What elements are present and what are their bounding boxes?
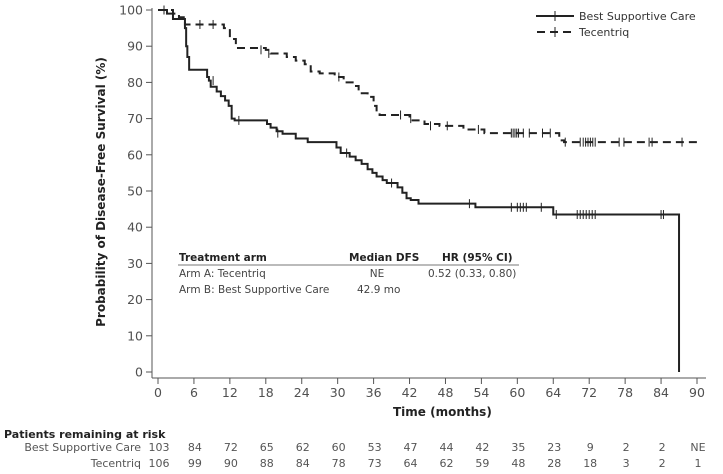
y-tick-label: 100 xyxy=(119,3,143,18)
x-tick-label: 12 xyxy=(222,385,238,400)
y-tick-label: 70 xyxy=(127,111,143,126)
risk-value-tecentriq: 78 xyxy=(332,457,346,470)
legend-label-tecentriq: Tecentriq xyxy=(578,26,629,39)
y-tick-label: 10 xyxy=(127,328,143,343)
summary-row-a-hr: 0.52 (0.33, 0.80) xyxy=(428,268,516,280)
risk-value-tecentriq: 59 xyxy=(475,457,489,470)
x-tick-label: 54 xyxy=(473,385,489,400)
risk-value-tecentriq: 18 xyxy=(583,457,597,470)
summary-header-arm: Treatment arm xyxy=(179,252,267,264)
risk-value-tecentriq: 106 xyxy=(149,457,170,470)
risk-value-best-supportive-care: 23 xyxy=(547,441,561,454)
risk-row-label-tecentriq: Tecentriq xyxy=(90,457,141,470)
y-tick-label: 40 xyxy=(127,220,143,235)
risk-value-best-supportive-care: 35 xyxy=(511,441,525,454)
risk-value-best-supportive-care: 53 xyxy=(368,441,382,454)
x-axis-title: Time (months) xyxy=(393,405,492,419)
axes xyxy=(151,8,706,379)
y-axis-title: Probability of Disease-Free Survival (%) xyxy=(94,57,108,327)
y-tick-label: 50 xyxy=(127,184,143,199)
risk-value-tecentriq: 3 xyxy=(623,457,630,470)
x-tick-label: 18 xyxy=(258,385,274,400)
summary-header-hr: HR (95% CI) xyxy=(442,252,513,264)
x-tick-label: 30 xyxy=(330,385,346,400)
risk-value-tecentriq: 62 xyxy=(439,457,453,470)
survival-curves xyxy=(158,5,697,372)
x-tick-label: 24 xyxy=(294,385,310,400)
risk-value-best-supportive-care: 60 xyxy=(332,441,346,454)
summary-row-a-median: NE xyxy=(370,268,385,280)
x-tick-label: 64 xyxy=(545,385,561,400)
legend-label-bsc: Best Supportive Care xyxy=(579,10,696,23)
risk-value-best-supportive-care: 2 xyxy=(623,441,630,454)
risk-value-best-supportive-care: 65 xyxy=(260,441,274,454)
x-tick-label: 6 xyxy=(190,385,198,400)
x-tick-label: 78 xyxy=(617,385,633,400)
risk-value-tecentriq: 2 xyxy=(659,457,666,470)
risk-value-tecentriq: 99 xyxy=(188,457,202,470)
risk-value-best-supportive-care: NE xyxy=(690,441,705,454)
risk-value-tecentriq: 73 xyxy=(368,457,382,470)
risk-value-best-supportive-care: 44 xyxy=(439,441,453,454)
y-axis-ticks: 0 10 20 30 40 50 60 70 80 90 100 xyxy=(119,3,152,380)
x-axis-ticks: 0 6 12 18 24 30 36 42 48 54 60 64 72 78 84 90 xyxy=(154,378,705,400)
risk-value-best-supportive-care: 84 xyxy=(188,441,202,454)
summary-row-b-median: 42.9 mo xyxy=(357,284,400,296)
y-tick-label: 90 xyxy=(127,39,143,54)
legend: Best Supportive Care Tecentriq xyxy=(536,10,696,39)
y-tick-label: 30 xyxy=(127,256,143,271)
risk-table-title: Patients remaining at risk xyxy=(4,428,166,441)
summary-row-a-arm: Arm A: Tecentriq xyxy=(179,268,266,280)
curve-tecentriq xyxy=(158,9,697,144)
summary-table: Treatment arm Median DFS HR (95% CI) Arm… xyxy=(178,252,519,296)
risk-value-best-supportive-care: 72 xyxy=(224,441,238,454)
risk-value-best-supportive-care: 9 xyxy=(587,441,594,454)
y-tick-label: 0 xyxy=(135,365,143,380)
x-tick-label: 0 xyxy=(154,385,162,400)
x-tick-label: 72 xyxy=(581,385,597,400)
risk-value-best-supportive-care: 2 xyxy=(659,441,666,454)
risk-value-best-supportive-care: 103 xyxy=(149,441,170,454)
risk-table: Patients remaining at risk Best Supporti… xyxy=(4,428,706,470)
summary-header-median: Median DFS xyxy=(349,252,419,264)
risk-value-tecentriq: 90 xyxy=(224,457,238,470)
risk-value-tecentriq: 84 xyxy=(296,457,310,470)
x-tick-label: 48 xyxy=(438,385,454,400)
x-tick-label: 36 xyxy=(366,385,382,400)
x-tick-label: 60 xyxy=(509,385,525,400)
x-tick-label: 42 xyxy=(402,385,418,400)
y-tick-label: 20 xyxy=(127,292,143,307)
risk-value-tecentriq: 48 xyxy=(511,457,525,470)
x-tick-label: 84 xyxy=(653,385,669,400)
summary-row-b-arm: Arm B: Best Supportive Care xyxy=(179,284,329,296)
risk-value-tecentriq: 88 xyxy=(260,457,274,470)
risk-value-tecentriq: 64 xyxy=(404,457,418,470)
risk-row-label-best-supportive-care: Best Supportive Care xyxy=(24,441,141,454)
y-tick-label: 60 xyxy=(127,147,143,162)
y-tick-label: 80 xyxy=(127,75,143,90)
risk-value-tecentriq: 28 xyxy=(547,457,561,470)
x-tick-label: 90 xyxy=(689,385,705,400)
risk-value-best-supportive-care: 47 xyxy=(404,441,418,454)
risk-value-best-supportive-care: 62 xyxy=(296,441,310,454)
curve-best-supportive-care xyxy=(158,9,681,372)
risk-value-best-supportive-care: 42 xyxy=(475,441,489,454)
risk-value-tecentriq: 1 xyxy=(695,457,702,470)
